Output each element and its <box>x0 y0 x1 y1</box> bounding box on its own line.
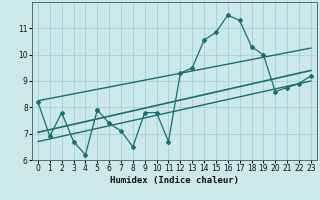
X-axis label: Humidex (Indice chaleur): Humidex (Indice chaleur) <box>110 176 239 185</box>
